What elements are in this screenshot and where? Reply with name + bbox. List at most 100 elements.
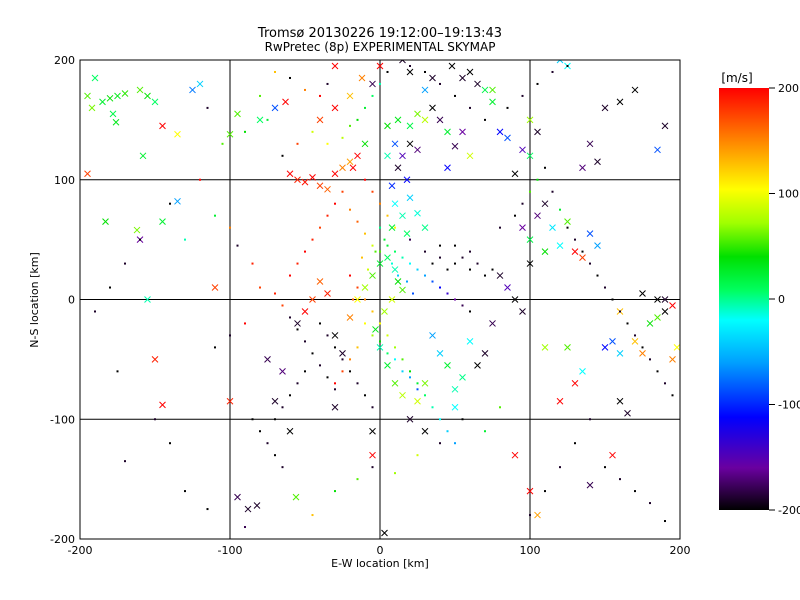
- data-point-dot: [469, 268, 471, 271]
- data-point-dot: [266, 118, 269, 121]
- data-point-dot: [406, 280, 408, 283]
- x-tick-label: 0: [377, 544, 384, 557]
- data-point-dot: [326, 142, 329, 145]
- data-point-dot: [454, 298, 456, 301]
- data-point-dot: [349, 208, 351, 211]
- data-point-cross: [429, 74, 436, 82]
- data-point-cross: [534, 511, 541, 519]
- data-point-cross: [399, 60, 406, 64]
- data-point-cross: [384, 254, 391, 261]
- data-point-dot: [397, 274, 399, 277]
- data-point-dot: [281, 466, 284, 469]
- data-point-cross: [541, 200, 549, 208]
- data-point-cross: [594, 158, 601, 166]
- data-point-dot: [206, 508, 209, 511]
- data-point-dot: [296, 262, 299, 265]
- data-point-cross: [616, 98, 624, 106]
- data-point-cross: [399, 391, 406, 399]
- data-point-cross: [349, 164, 357, 172]
- data-point-cross: [571, 379, 579, 387]
- data-point-cross: [406, 140, 414, 148]
- data-point-cross: [526, 236, 534, 243]
- data-point-dot: [499, 226, 501, 229]
- data-point-dot: [431, 280, 434, 283]
- data-point-cross: [354, 296, 361, 303]
- data-point-cross: [324, 185, 331, 193]
- data-point-cross: [451, 385, 459, 393]
- data-point-cross: [481, 86, 489, 94]
- data-point-dot: [296, 328, 299, 331]
- data-point-cross: [448, 62, 456, 70]
- data-point-cross: [84, 92, 91, 100]
- data-point-dot: [619, 478, 621, 481]
- data-point-dot: [391, 262, 393, 265]
- data-point-dot: [574, 238, 576, 241]
- data-point-cross: [414, 146, 421, 154]
- data-point-dot: [454, 262, 456, 265]
- data-point-dot: [409, 370, 411, 373]
- data-point-dot: [304, 370, 306, 373]
- data-point-cross: [654, 296, 661, 303]
- data-point-cross: [301, 178, 309, 186]
- data-point-dot: [341, 136, 344, 139]
- data-point-cross: [466, 152, 474, 160]
- data-point-cross: [102, 218, 109, 226]
- data-point-dot: [259, 286, 261, 289]
- data-point-dot: [356, 118, 359, 121]
- data-point-dot: [364, 106, 366, 109]
- data-point-dot: [394, 472, 396, 475]
- data-point-dot: [386, 214, 389, 217]
- data-point-cross: [399, 286, 406, 294]
- data-point-cross: [84, 170, 91, 178]
- data-point-dot: [379, 202, 381, 205]
- data-point-dot: [289, 316, 291, 319]
- data-point-cross: [616, 397, 624, 405]
- data-point-cross: [376, 260, 384, 267]
- data-point-cross: [309, 296, 316, 303]
- data-point-dot: [364, 232, 366, 235]
- colorbar-tick-label: -100: [778, 399, 800, 412]
- data-point-dot: [379, 340, 381, 343]
- data-point-dot: [476, 262, 479, 265]
- data-point-dot: [124, 262, 126, 265]
- data-point-dot: [364, 298, 366, 301]
- y-tick-label: 100: [54, 174, 75, 187]
- data-point-dot: [401, 256, 404, 259]
- data-point-cross: [466, 338, 474, 345]
- data-point-dot: [604, 286, 606, 289]
- data-point-cross: [459, 373, 466, 381]
- data-point-dot: [94, 310, 96, 313]
- data-point-dot: [401, 370, 404, 373]
- data-point-dot: [566, 226, 569, 229]
- data-point-dot: [454, 94, 456, 97]
- data-point-cross: [99, 98, 106, 106]
- data-point-cross: [256, 116, 264, 124]
- data-point-cross: [549, 224, 556, 232]
- data-point-cross: [354, 152, 361, 160]
- data-point-cross: [504, 134, 511, 142]
- colorbar-tick-label: -200: [778, 504, 800, 517]
- data-point-dot: [416, 268, 419, 271]
- data-point-cross: [388, 296, 396, 303]
- data-point-dot: [184, 238, 186, 241]
- data-point-dot: [244, 322, 246, 325]
- data-point-dot: [334, 346, 336, 349]
- data-point-dot: [431, 406, 434, 409]
- data-point-cross: [234, 493, 241, 501]
- data-point-dot: [206, 106, 209, 109]
- data-point-dot: [221, 142, 224, 145]
- data-point-cross: [331, 403, 339, 411]
- data-point-dot: [461, 418, 464, 421]
- data-point-cross: [414, 397, 421, 405]
- data-point-dot: [109, 286, 111, 289]
- data-point-cross: [294, 176, 301, 184]
- data-point-dot: [439, 244, 441, 247]
- data-point-dot: [184, 490, 186, 493]
- data-point-dot: [326, 214, 329, 217]
- data-point-cross: [372, 326, 379, 333]
- data-point-dot: [634, 490, 636, 493]
- data-point-dot: [341, 358, 344, 361]
- data-point-dot: [371, 466, 374, 469]
- data-point-dot: [251, 418, 254, 421]
- colorbar-tick-label: 0: [778, 293, 785, 306]
